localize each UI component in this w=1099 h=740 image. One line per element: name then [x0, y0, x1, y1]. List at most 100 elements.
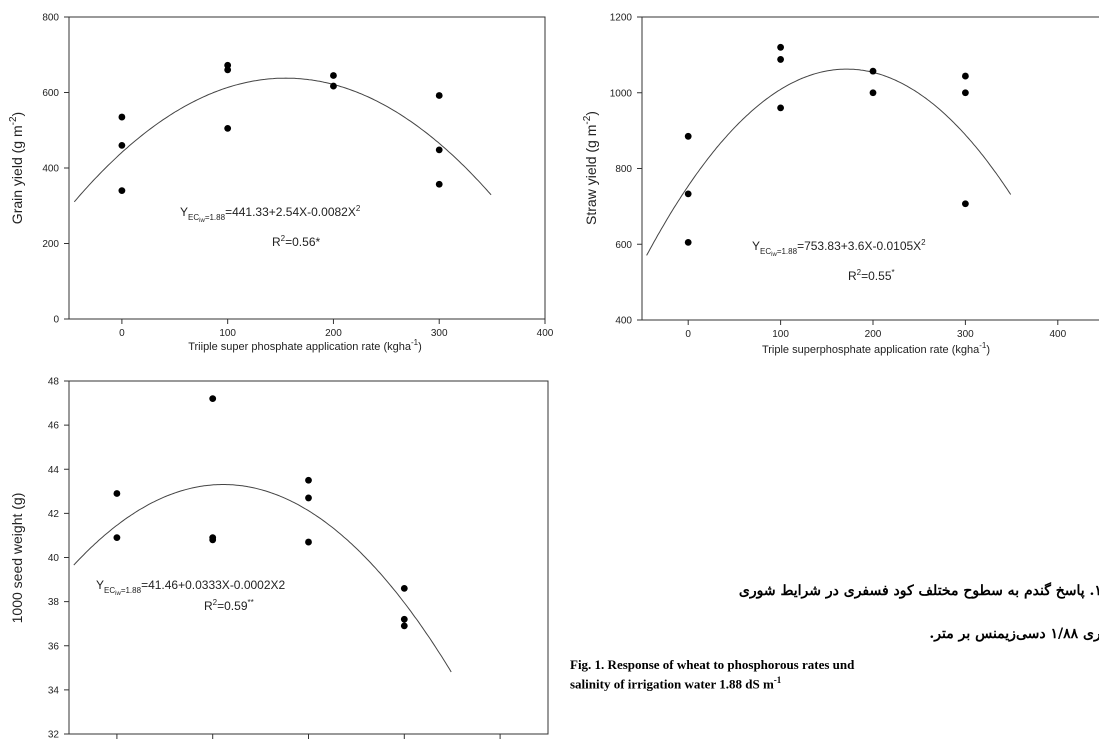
equation-subscript-iw: iw	[199, 218, 205, 224]
y-tick-label: 1000	[610, 88, 633, 99]
equation-superscript: 2	[356, 204, 361, 213]
equation-subscript-iw: iw	[771, 252, 777, 258]
y-tick-label: 46	[48, 421, 60, 432]
equation-subscript-iw: iw	[115, 591, 121, 597]
data-point	[305, 476, 312, 484]
y-tick-label: 40	[48, 553, 60, 564]
x-tick-label: 300	[431, 328, 448, 339]
data-point	[684, 238, 692, 246]
equation-subscript-value: =1.88	[205, 213, 226, 222]
y-axis-label: 1000 seed weight (g)	[9, 493, 25, 624]
caption-english-line2-text: salinity of irrigation water 1.88 dS m	[570, 676, 774, 692]
data-point	[224, 66, 232, 74]
r-squared-symbol: R	[272, 235, 281, 249]
r-squared: R2=0.59**	[204, 598, 254, 613]
equation-subscript-ec: EC	[760, 247, 771, 256]
y-tick-label: 44	[48, 465, 60, 476]
x-tick-label: 400	[1049, 329, 1066, 340]
y-tick-label: 38	[48, 597, 60, 608]
x-axis-label-superscript: -1	[979, 341, 987, 350]
data-point	[777, 43, 784, 51]
data-point	[962, 72, 969, 80]
regression-equation: YECiw=1.88=441.33+2.54X-0.0082X2	[180, 204, 361, 224]
data-point	[962, 200, 969, 208]
x-tick-label: 0	[119, 328, 125, 339]
data-point	[869, 89, 877, 97]
x-tick-label: 200	[325, 328, 342, 339]
y-axis-label: Straw yield (g m-2)	[582, 111, 599, 225]
equation-superscript: 2	[921, 238, 926, 247]
data-point	[305, 538, 312, 546]
r-squared-superscript: 2	[281, 234, 286, 243]
y-tick-label: 400	[615, 316, 632, 327]
equation-body: =441.33+2.54X-0.0082X	[225, 205, 356, 219]
r-squared-value: =0.55	[861, 269, 892, 283]
y-axis-label: Grain yield (g m-2)	[8, 112, 25, 224]
caption-unit-superscript: -1	[773, 675, 782, 685]
data-point	[962, 89, 969, 97]
y-tick-label: 200	[42, 239, 59, 250]
x-tick-label: 0	[685, 329, 691, 340]
r-squared-value: =0.59	[217, 599, 248, 613]
figure-caption-persian-line2: آبیاری ۱/۸۸ دسی‌زیمنس بر متر.	[929, 626, 1099, 642]
fitted-curve	[73, 77, 492, 203]
r-squared-symbol: R	[848, 269, 857, 283]
equation-y-symbol: Y	[96, 578, 104, 592]
x-axis-label: Triple superphosphate application rate (…	[762, 341, 990, 356]
data-point	[224, 124, 232, 132]
r-squared-value: =0.56*	[285, 235, 320, 249]
y-tick-label: 0	[53, 315, 59, 326]
data-point	[777, 104, 784, 112]
y-axis-label-text: Grain yield (g m	[9, 125, 25, 224]
data-point	[118, 113, 126, 121]
figure-caption-persian-line1: ل ۱. پاسخ گندم به سطوح مختلف کود فسفری د…	[738, 583, 1099, 599]
figure-caption-english-line2: salinity of irrigation water 1.88 dS m-1	[570, 675, 781, 692]
data-point	[777, 56, 784, 63]
data-point	[684, 132, 692, 140]
y-axis-label-superscript: -2	[582, 115, 593, 124]
r-squared: R2=0.55*	[848, 268, 895, 283]
y-tick-label: 800	[42, 13, 59, 24]
regression-equation: YECiw=1.88=753.83+3.6X-0.0105X2	[752, 238, 926, 258]
x-tick-label: 300	[957, 329, 974, 340]
data-point	[869, 67, 877, 75]
data-point	[435, 180, 443, 188]
equation-body: =753.83+3.6X-0.0105X	[797, 239, 921, 253]
figure-caption-english-line1: Fig. 1. Response of wheat to phosphorous…	[570, 657, 855, 672]
straw-yield-chart: 0 100 200 300 400 400 600 800 1000 1200 Triple sup…	[582, 13, 1099, 356]
data-point	[118, 187, 126, 195]
data-point	[113, 534, 121, 542]
data-point	[435, 92, 443, 99]
y-tick-label: 600	[615, 240, 632, 251]
y-tick-label: 42	[48, 509, 60, 520]
x-tick-label: 400	[537, 328, 554, 339]
data-point	[113, 490, 121, 497]
y-tick-label: 600	[42, 88, 59, 99]
equation-body: =41.46+0.0333X-0.0002X2	[141, 578, 285, 592]
y-tick-label: 400	[42, 164, 59, 175]
x-axis-label: Triiple super phosphate application rate…	[188, 338, 422, 353]
regression-equation: YECiw=1.88=41.46+0.0333X-0.0002X2	[96, 578, 286, 597]
equation-subscript-value: =1.88	[777, 247, 798, 256]
y-axis-label-text: Straw yield (g m	[583, 125, 599, 225]
equation-subscript-ec: EC	[188, 213, 199, 222]
y-axis-label-superscript: -2	[8, 116, 19, 125]
data-point	[209, 536, 217, 544]
r-squared: R2=0.56*	[272, 234, 320, 249]
y-tick-label: 36	[48, 641, 60, 652]
x-tick-label: 100	[219, 328, 236, 339]
fitted-curve	[73, 484, 452, 673]
y-axis-label-close: )	[9, 112, 25, 117]
plot-frame	[68, 380, 549, 735]
equation-y-symbol: Y	[752, 239, 760, 253]
equation-y-symbol: Y	[180, 205, 188, 219]
y-tick-label: 1200	[610, 13, 633, 24]
r-squared-significance: *	[892, 268, 895, 277]
data-point	[400, 584, 408, 592]
x-axis-label-close: )	[418, 341, 422, 353]
data-point	[400, 622, 408, 630]
x-axis-label-text: Triple superphosphate application rate (…	[762, 344, 980, 356]
x-axis-label-close: )	[986, 344, 990, 356]
y-axis-label-text: 1000 seed weight (g)	[9, 493, 25, 624]
data-point	[400, 615, 408, 623]
